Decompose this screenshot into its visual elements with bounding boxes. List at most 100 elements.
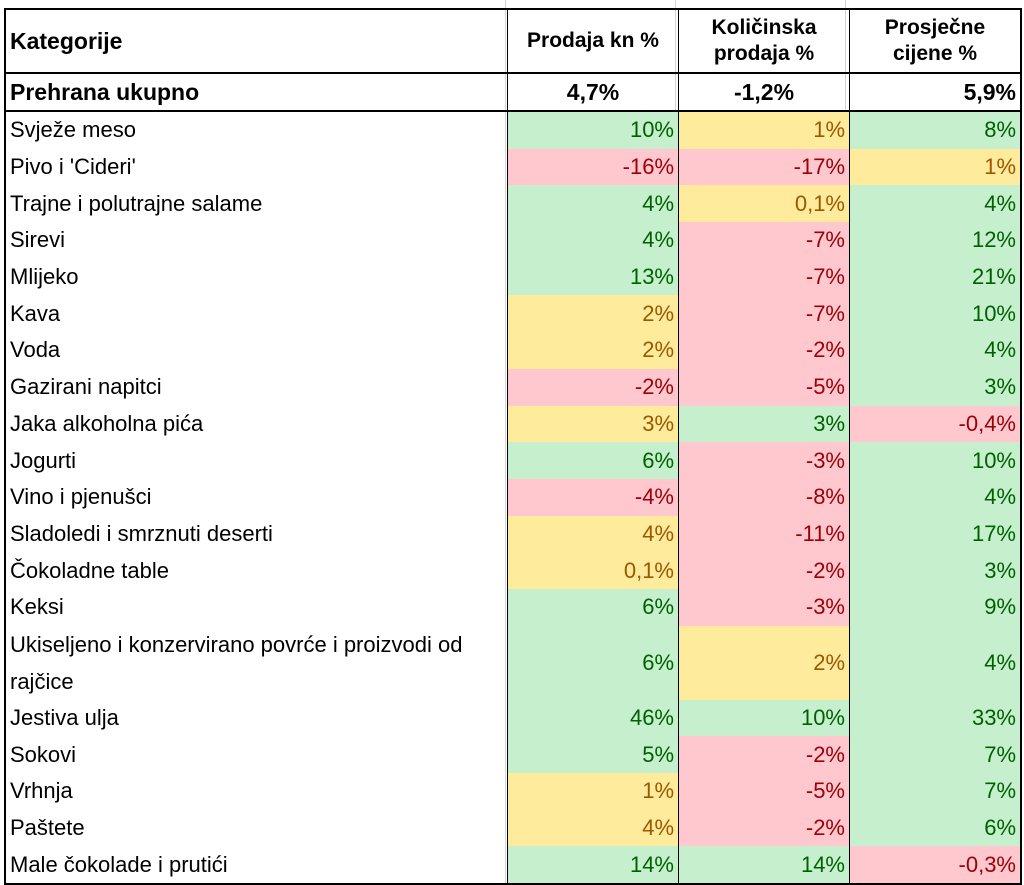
cell-volume[interactable]: -2% — [678, 809, 850, 847]
cell-price[interactable]: 4% — [849, 625, 1021, 700]
header-sales[interactable]: Prodaja kn % — [507, 9, 679, 74]
header-volume[interactable]: Količinska prodaja % — [678, 9, 850, 74]
table-row: Male čokolade i prutići 14% 14% -0,3% — [5, 846, 1021, 885]
table-row: Kava 2% -7% 10% — [5, 295, 1021, 333]
cell-sales[interactable]: 46% — [507, 699, 679, 737]
cell-volume[interactable]: 0,1% — [678, 185, 850, 223]
cell-volume[interactable]: -2% — [678, 552, 850, 589]
cell-category[interactable]: Trajne i polutrajne salame — [10, 190, 263, 216]
cell-price[interactable]: 3% — [849, 552, 1021, 589]
cell-price[interactable]: 7% — [849, 773, 1021, 810]
table-row: Ukiseljeno i konzervirano povrće i proiz… — [5, 625, 1021, 700]
cell-volume[interactable]: -7% — [678, 222, 850, 259]
cell-sales[interactable]: 2% — [507, 295, 679, 333]
cell-price[interactable]: 4% — [849, 478, 1021, 516]
cell-price[interactable]: 17% — [849, 515, 1021, 553]
cell-sales[interactable]: 1% — [507, 773, 679, 810]
cell-sales[interactable]: 3% — [507, 405, 679, 443]
cell-category[interactable]: Gazirani napitci — [10, 374, 162, 400]
total-price[interactable]: 5,9% — [849, 73, 1021, 112]
cell-category[interactable]: Jogurti — [10, 447, 77, 473]
cell-category[interactable]: Jestiva ulja — [10, 704, 119, 730]
table-row: Gazirani napitci -2% -5% 3% — [5, 368, 1021, 406]
cell-volume[interactable]: -2% — [678, 332, 850, 369]
cell-sales[interactable]: -2% — [507, 368, 679, 406]
cell-volume[interactable]: -5% — [678, 368, 850, 406]
category-sales-table: Kategorije Prodaja kn % Količinska proda… — [4, 8, 1022, 885]
cell-price[interactable]: 9% — [849, 588, 1021, 626]
cell-price[interactable]: 4% — [849, 332, 1021, 369]
cell-category[interactable]: Svježe meso — [10, 117, 136, 143]
cell-category[interactable]: Sirevi — [10, 227, 66, 253]
cell-price[interactable]: 10% — [849, 442, 1021, 479]
cell-category[interactable]: Male čokolade i prutići — [10, 851, 228, 877]
table-row: Keksi 6% -3% 9% — [5, 588, 1021, 626]
cell-volume[interactable]: -11% — [678, 515, 850, 553]
cell-category[interactable]: Paštete — [10, 815, 85, 841]
cell-price[interactable]: 1% — [849, 148, 1021, 186]
cell-price[interactable]: 7% — [849, 736, 1021, 773]
cell-sales[interactable]: -16% — [507, 148, 679, 186]
cell-volume[interactable]: -7% — [678, 295, 850, 333]
cell-sales[interactable]: -4% — [507, 478, 679, 516]
cell-volume[interactable]: -8% — [678, 478, 850, 516]
cell-price[interactable]: -0,3% — [849, 846, 1021, 885]
total-volume[interactable]: -1,2% — [678, 73, 850, 112]
cell-sales[interactable]: 2% — [507, 332, 679, 369]
cell-sales[interactable]: 6% — [507, 442, 679, 479]
gridline — [505, 0, 506, 884]
cell-category[interactable]: Keksi — [10, 594, 64, 620]
cell-sales[interactable]: 4% — [507, 515, 679, 553]
cell-price[interactable]: -0,4% — [849, 405, 1021, 443]
cell-sales[interactable]: 4% — [507, 185, 679, 223]
cell-price[interactable]: 12% — [849, 222, 1021, 259]
cell-volume[interactable]: 1% — [678, 111, 850, 149]
total-sales[interactable]: 4,7% — [507, 73, 679, 112]
cell-sales[interactable]: 0,1% — [507, 552, 679, 589]
table-row: Vino i pjenušci -4% -8% 4% — [5, 478, 1021, 516]
total-category[interactable]: Prehrana ukupno — [5, 73, 508, 112]
cell-category[interactable]: Pivo i 'Cideri' — [10, 154, 136, 180]
cell-category[interactable]: Sokovi — [10, 741, 77, 767]
cell-price[interactable]: 3% — [849, 368, 1021, 406]
cell-category[interactable]: Voda — [10, 337, 61, 363]
cell-sales[interactable]: 4% — [507, 809, 679, 847]
table-row: Čokoladne table 0,1% -2% 3% — [5, 552, 1021, 589]
cell-category[interactable]: Sladoledi i smrznuti deserti — [10, 520, 273, 546]
cell-category[interactable]: Ukiseljeno i konzervirano povrće i proiz… — [10, 631, 463, 694]
cell-price[interactable]: 4% — [849, 185, 1021, 223]
cell-price[interactable]: 6% — [849, 809, 1021, 847]
cell-category[interactable]: Kava — [10, 300, 61, 326]
table-row: Paštete 4% -2% 6% — [5, 809, 1021, 847]
cell-category[interactable]: Vrhnja — [10, 778, 73, 804]
cell-category[interactable]: Mlijeko — [10, 264, 79, 290]
cell-volume[interactable]: 2% — [678, 625, 850, 700]
cell-sales[interactable]: 6% — [507, 625, 679, 700]
cell-sales[interactable]: 10% — [507, 111, 679, 149]
cell-volume[interactable]: -5% — [678, 773, 850, 810]
cell-sales[interactable]: 14% — [507, 846, 679, 885]
cell-volume[interactable]: -7% — [678, 258, 850, 296]
cell-sales[interactable]: 6% — [507, 588, 679, 626]
cell-price[interactable]: 33% — [849, 699, 1021, 737]
cell-volume[interactable]: -2% — [678, 736, 850, 773]
cell-sales[interactable]: 4% — [507, 222, 679, 259]
cell-price[interactable]: 21% — [849, 258, 1021, 296]
cell-volume[interactable]: 3% — [678, 405, 850, 443]
table-row: Jestiva ulja 46% 10% 33% — [5, 699, 1021, 737]
cell-price[interactable]: 10% — [849, 295, 1021, 333]
header-category[interactable]: Kategorije — [5, 9, 508, 74]
cell-volume[interactable]: -3% — [678, 442, 850, 479]
cell-category[interactable]: Čokoladne table — [10, 557, 170, 583]
cell-volume[interactable]: -3% — [678, 588, 850, 626]
cell-price[interactable]: 8% — [849, 111, 1021, 149]
cell-volume[interactable]: 14% — [678, 846, 850, 885]
cell-sales[interactable]: 5% — [507, 736, 679, 773]
table-row: Sokovi 5% -2% 7% — [5, 736, 1021, 773]
cell-sales[interactable]: 13% — [507, 258, 679, 296]
header-price[interactable]: Prosječne cijene % — [849, 9, 1021, 74]
cell-category[interactable]: Vino i pjenušci — [10, 484, 152, 510]
cell-volume[interactable]: 10% — [678, 699, 850, 737]
cell-category[interactable]: Jaka alkoholna pića — [10, 410, 204, 436]
cell-volume[interactable]: -17% — [678, 148, 850, 186]
